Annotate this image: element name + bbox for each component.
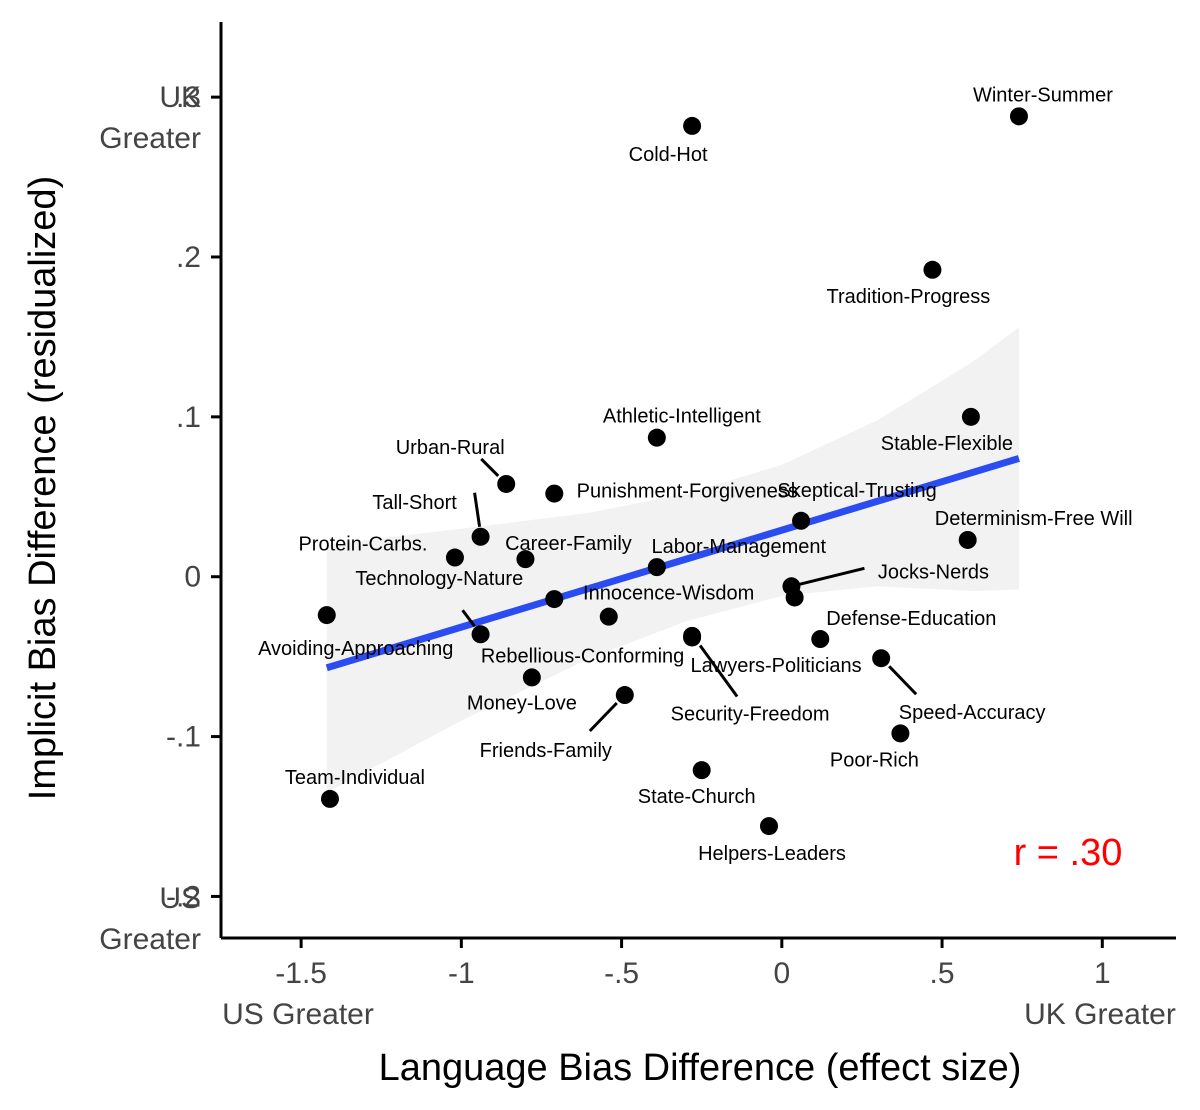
- data-point-stable-flexible: [961, 407, 980, 426]
- data-point-money-love: [522, 668, 541, 687]
- point-label-winter-summer: Winter-Summer: [973, 84, 1113, 106]
- point-label-avoiding-approaching: Avoiding-Approaching: [258, 638, 453, 660]
- leader-lines-layer: [461, 457, 918, 733]
- data-point-tall-short: [471, 527, 490, 546]
- data-point-determinism-free-will: [958, 530, 977, 549]
- data-point-poor-rich: [891, 724, 910, 743]
- data-point-speed-accuracy: [872, 649, 891, 668]
- leader-line-jocks-nerds: [799, 566, 865, 586]
- data-point-team-individual: [320, 789, 339, 808]
- leader-line-tall-short: [473, 492, 482, 527]
- regression-line: [325, 455, 1020, 672]
- point-labels-layer: Winter-Summer Cold-Hot Tradition-Progress S…: [258, 84, 1133, 865]
- y-end-label-top-1: UK: [159, 81, 201, 114]
- data-point-winter-summer: [1009, 107, 1028, 126]
- point-label-stable-flexible: Stable-Flexible: [881, 433, 1013, 455]
- point-label-security-freedom: Security-Freedom: [671, 703, 830, 725]
- x-tick-label: -1.5: [275, 957, 327, 990]
- y-tick-label: -.2: [166, 880, 201, 913]
- point-label-poor-rich: Poor-Rich: [830, 749, 919, 771]
- point-label-helpers-leaders: Helpers-Leaders: [698, 843, 846, 865]
- x-tick-label: .5: [930, 957, 955, 990]
- point-label-athletic-intelligent: Athletic-Intelligent: [603, 406, 761, 428]
- x-tick-label: -1: [448, 957, 475, 990]
- axes-layer: -1.5 -1 -.5 0 .5 1 .3 .2 .1 0 -.1 -.2: [166, 22, 1176, 990]
- point-label-rebellious-conforming: Rebellious-Conforming: [481, 645, 684, 667]
- x-end-label-left: US Greater: [222, 998, 374, 1031]
- x-tick-label: 0: [773, 957, 790, 990]
- data-point-avoiding-approaching: [317, 606, 336, 625]
- point-label-innocence-wisdom: Innocence-Wisdom: [583, 582, 754, 604]
- regression-line-layer: [325, 455, 1020, 672]
- point-label-lawyers-politicians: Lawyers-Politicians: [691, 655, 862, 677]
- point-label-skeptical-trusting: Skeptical-Trusting: [777, 480, 936, 502]
- data-point-innocence-wisdom: [785, 588, 804, 607]
- y-tick-label: -.1: [166, 721, 201, 754]
- data-point-helpers-leaders: [760, 817, 779, 836]
- correlation-annotation: r = .30: [1014, 832, 1123, 874]
- data-point-rebellious-conforming: [471, 625, 490, 644]
- data-point-tradition-progress: [923, 260, 942, 279]
- data-point-urban-rural: [497, 474, 516, 493]
- y-end-label-bottom-1: US: [159, 882, 201, 915]
- point-label-friends-family: Friends-Family: [480, 740, 612, 762]
- data-point-athletic-intelligent: [647, 428, 666, 447]
- point-label-jocks-nerds: Jocks-Nerds: [878, 561, 989, 583]
- data-point-17: [599, 607, 618, 626]
- leader-line-rebellious-conforming: [461, 609, 476, 628]
- x-end-label-right: UK Greater: [1024, 998, 1176, 1031]
- point-label-determinism-free-will: Determinism-Free Will: [935, 508, 1133, 530]
- data-point-cold-hot: [683, 116, 702, 135]
- data-point-defense-education: [811, 630, 830, 649]
- y-tick-label: 0: [184, 561, 201, 594]
- point-label-team-individual: Team-Individual: [285, 767, 425, 789]
- point-label-urban-rural: Urban-Rural: [396, 437, 505, 459]
- point-label-protein-carbs: Protein-Carbs.: [298, 534, 427, 556]
- y-tick-label: .2: [176, 241, 201, 274]
- point-label-state-church: State-Church: [638, 786, 756, 808]
- point-label-technology-nature: Technology-Nature: [355, 568, 523, 590]
- point-label-labor-management: Labor-Management: [652, 536, 827, 558]
- data-point-friends-family: [615, 686, 634, 705]
- x-axis-title: Language Bias Difference (effect size): [379, 1047, 1022, 1089]
- point-label-tradition-progress: Tradition-Progress: [827, 286, 991, 308]
- point-label-money-love: Money-Love: [467, 692, 577, 714]
- data-point-security-freedom: [683, 628, 702, 647]
- point-label-cold-hot: Cold-Hot: [629, 144, 708, 166]
- leader-line-friends-family: [588, 701, 618, 733]
- data-point-punishment-forgiveness: [545, 484, 564, 503]
- data-point-skeptical-trusting: [792, 511, 811, 530]
- point-label-defense-education: Defense-Education: [826, 608, 996, 630]
- point-label-speed-accuracy: Speed-Accuracy: [899, 702, 1046, 724]
- leader-line-speed-accuracy: [888, 665, 918, 696]
- data-point-technology-nature: [545, 590, 564, 609]
- leader-line-security-freedom: [698, 644, 739, 698]
- y-end-label-top-2: Greater: [99, 122, 201, 155]
- point-label-punishment-forgiveness: Punishment-Forgiveness: [577, 481, 798, 503]
- y-end-label-bottom-2: Greater: [99, 923, 201, 956]
- data-point-career-family: [516, 550, 535, 569]
- points-layer: [317, 107, 1028, 836]
- x-tick-label: -.5: [604, 957, 639, 990]
- point-label-career-family: Career-Family: [505, 533, 632, 555]
- leader-line-urban-rural: [480, 457, 500, 478]
- y-tick-label: .1: [176, 401, 201, 434]
- x-tick-label: 1: [1094, 957, 1111, 990]
- data-point-protein-carbs: [445, 548, 464, 567]
- point-label-tall-short: Tall-Short: [372, 492, 457, 514]
- y-axis-title: Implicit Bias Difference (residualized): [22, 176, 64, 800]
- y-tick-label: .3: [176, 81, 201, 114]
- data-point-state-church: [692, 761, 711, 780]
- data-point-labor-management: [647, 558, 666, 577]
